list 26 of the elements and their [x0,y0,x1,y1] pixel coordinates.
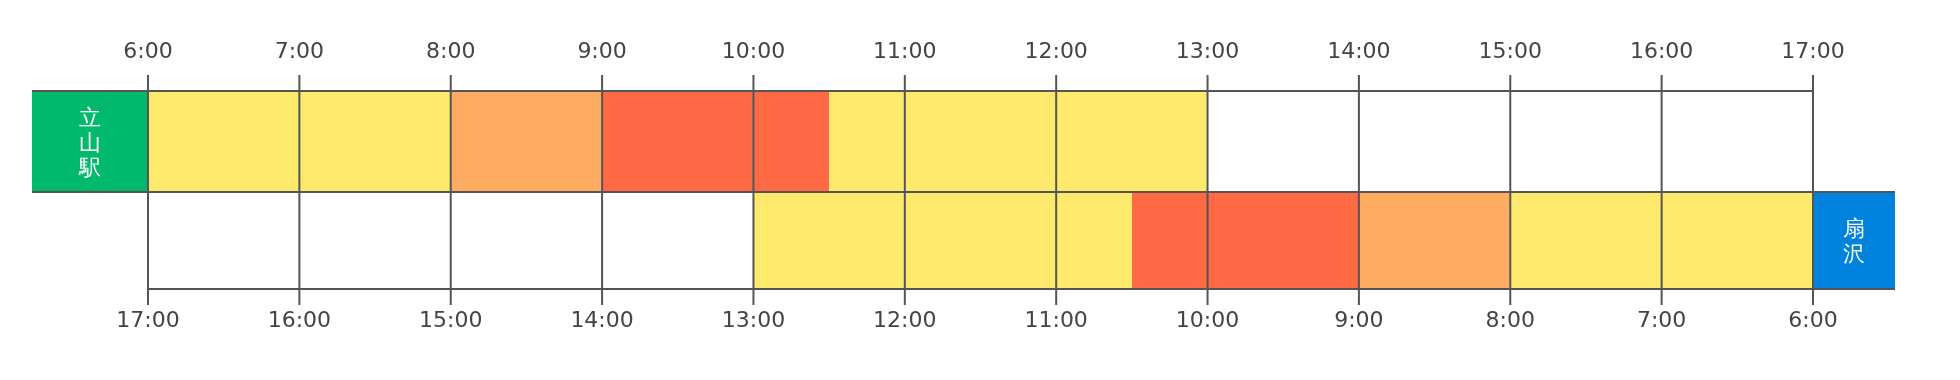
x-tick-label: 13:00 [721,307,786,332]
x-tick-label: 14:00 [1327,38,1391,63]
x-tick-label: 6:00 [123,38,173,63]
x-tick-label: 12:00 [873,307,937,332]
x-tick-label: 15:00 [419,307,483,332]
x-tick-label: 10:00 [721,38,786,63]
x-tick-label: 17:00 [1781,38,1845,63]
x-tick-label: 11:00 [1024,307,1088,332]
x-tick-label: 8:00 [426,38,476,63]
x-tick-label: 17:00 [116,307,180,332]
y-tick-label: 扇沢 [1843,215,1865,266]
x-tick-label: 13:00 [1175,38,1240,63]
x-tick-label: 7:00 [1636,307,1687,332]
x-tick-label: 15:00 [1478,38,1542,63]
x-tick-label: 16:00 [267,307,332,332]
x-tick-label: 9:00 [577,38,627,63]
x-tick-label: 8:00 [1485,307,1535,332]
x-tick-label: 9:00 [1334,307,1384,332]
x-tick-label: 12:00 [1024,38,1088,63]
y-tick-label: 立山駅 [78,104,101,179]
x-tick-label: 10:00 [1175,307,1240,332]
x-tick-label: 11:00 [873,38,937,63]
x-tick-label: 7:00 [274,38,325,63]
x-tick-label: 16:00 [1629,38,1694,63]
x-tick-label: 6:00 [1788,307,1838,332]
x-tick-label: 14:00 [570,307,634,332]
